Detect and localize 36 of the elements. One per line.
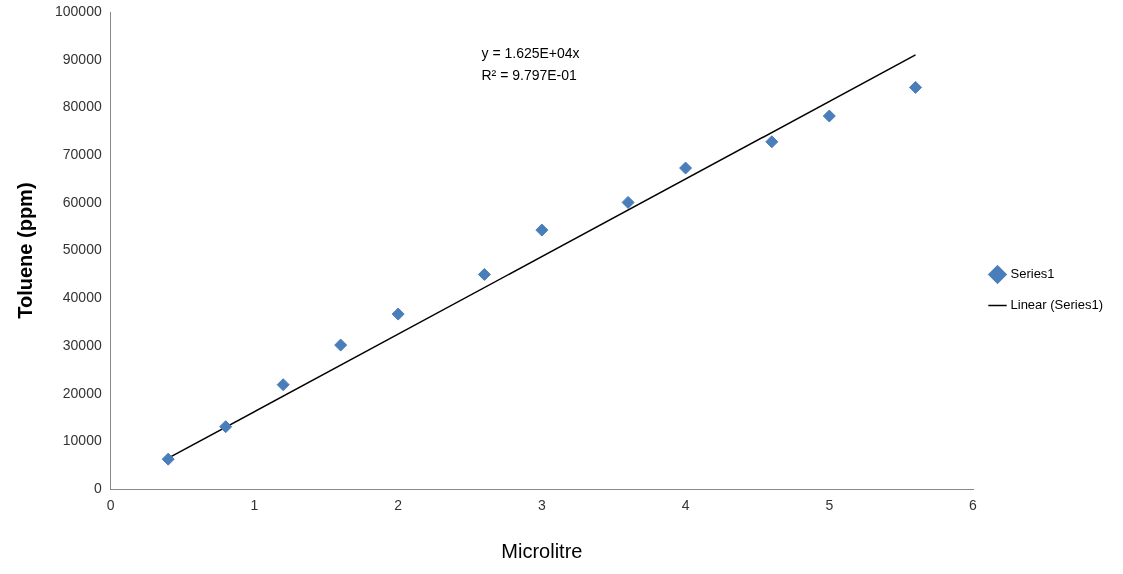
point [679, 161, 693, 175]
x-tick-label: 5 [825, 497, 834, 514]
y-tick-label: 100000 [55, 2, 102, 19]
point [161, 452, 175, 466]
point [391, 307, 405, 321]
y-axis-title: Toluene (ppm) [13, 182, 36, 319]
y-tick-label: 30000 [62, 336, 102, 353]
y-tick-label: 50000 [62, 241, 102, 258]
y-tick-label: 80000 [62, 98, 102, 115]
x-tick-label: 0 [106, 497, 115, 514]
point [477, 267, 491, 281]
x-axis-title: Microlitre [501, 539, 583, 562]
annotation: y = 1.625E+04x [481, 44, 580, 61]
x-tick-label: 3 [537, 497, 546, 514]
x-tick-label: 2 [394, 497, 403, 514]
point [535, 223, 549, 237]
x-tick-label: 6 [969, 497, 978, 514]
point [621, 195, 635, 209]
y-tick-label: 70000 [62, 146, 102, 163]
y-tick-label: 90000 [62, 50, 102, 67]
y-tick-label: 40000 [62, 289, 102, 306]
point [334, 338, 348, 352]
y-tick-label: 0 [93, 480, 102, 497]
x-tick-label: 4 [681, 497, 690, 514]
point [909, 80, 923, 94]
y-tick-label: 60000 [62, 193, 102, 210]
annotation: R² = 9.797E-01 [481, 66, 578, 83]
y-tick-label: 10000 [62, 432, 102, 449]
legend-label: Linear (Series1) [1010, 297, 1104, 313]
y-tick-label: 20000 [62, 384, 102, 401]
point [276, 378, 290, 392]
point [219, 420, 233, 434]
point [765, 135, 779, 149]
x-tick-label: 1 [250, 497, 259, 514]
legend-label: Series1 [1010, 266, 1055, 282]
point [822, 109, 836, 123]
